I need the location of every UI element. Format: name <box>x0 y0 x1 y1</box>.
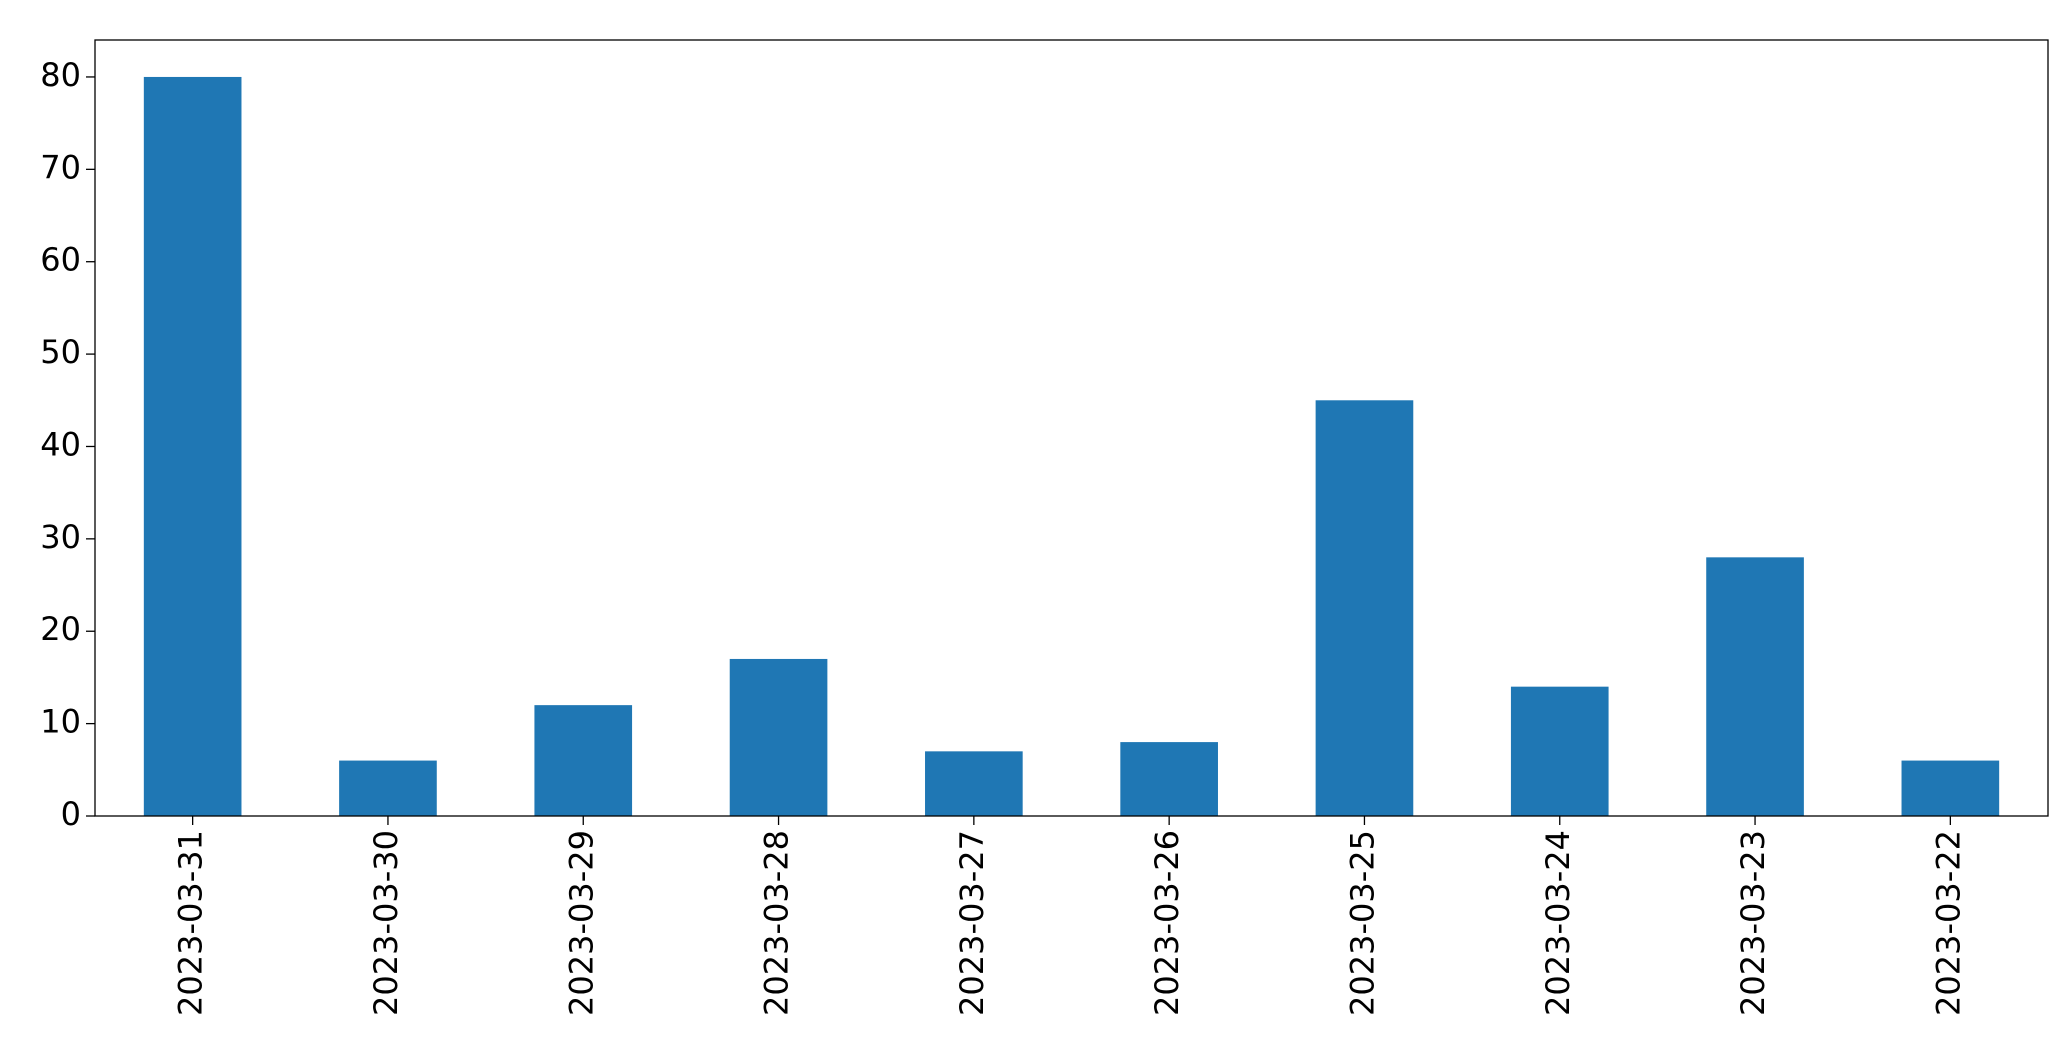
x-tick-label: 2023-03-28 <box>758 830 796 1016</box>
x-tick-label: 2023-03-29 <box>562 830 600 1016</box>
x-tick-label: 2023-03-27 <box>953 830 991 1016</box>
bar <box>925 751 1023 816</box>
x-tick-label: 2023-03-22 <box>1929 830 1967 1016</box>
x-tick-label: 2023-03-23 <box>1734 830 1772 1016</box>
y-tick-label: 60 <box>40 241 81 279</box>
y-tick-label: 0 <box>61 795 81 833</box>
bar <box>339 760 437 816</box>
x-tick-label: 2023-03-24 <box>1539 830 1577 1016</box>
x-tick-label: 2023-03-31 <box>172 830 210 1016</box>
y-tick-label: 30 <box>40 518 81 556</box>
bar <box>729 658 828 816</box>
x-tick-label: 2023-03-26 <box>1148 830 1186 1016</box>
y-tick-label: 80 <box>40 56 81 94</box>
y-tick-label: 50 <box>40 333 81 371</box>
y-tick-label: 40 <box>40 425 81 463</box>
bar <box>1901 760 2000 816</box>
plot-frame <box>94 39 2049 817</box>
x-tick-label: 2023-03-30 <box>367 830 405 1016</box>
x-tick-label: 2023-03-25 <box>1343 830 1381 1016</box>
bar <box>1510 686 1609 816</box>
y-tick-label: 20 <box>40 610 81 648</box>
y-tick-label: 70 <box>40 148 81 186</box>
bar <box>143 76 242 816</box>
bar <box>1120 742 1218 816</box>
bar <box>534 705 633 816</box>
bar <box>1706 557 1804 816</box>
y-tick-label: 10 <box>40 703 81 741</box>
bar <box>1315 400 1414 816</box>
